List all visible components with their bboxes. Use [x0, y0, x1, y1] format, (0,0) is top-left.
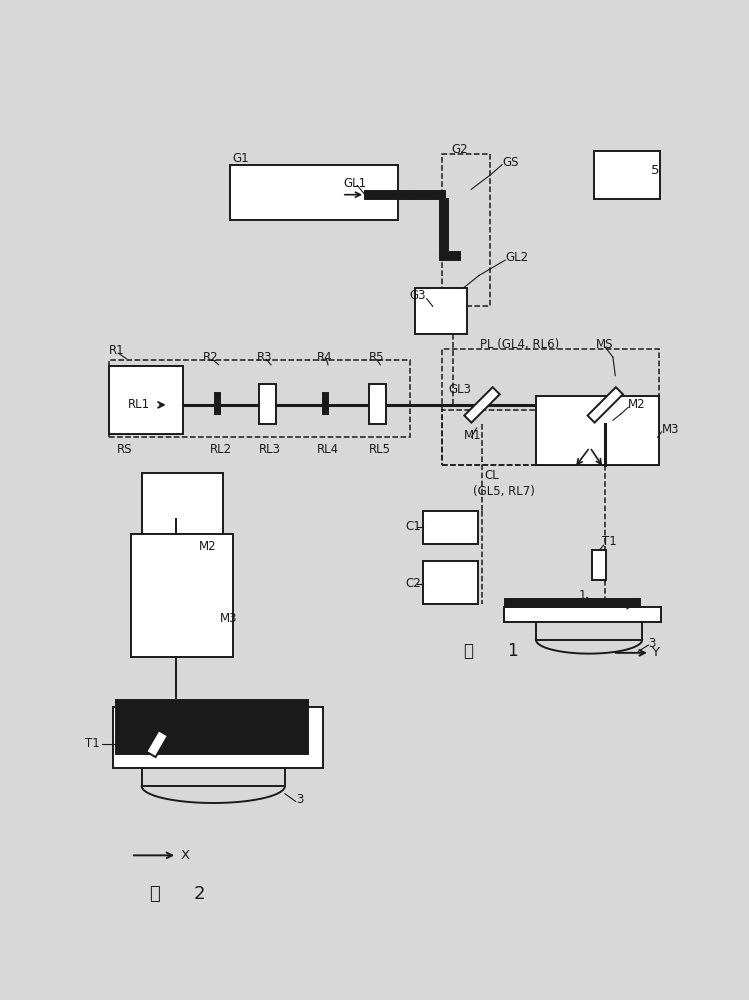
Bar [505, 599, 640, 607]
Text: 2: 2 [275, 738, 282, 751]
Text: G3: G3 [410, 289, 426, 302]
Bar [113, 707, 324, 768]
Text: 2: 2 [194, 885, 205, 903]
Text: 1: 1 [508, 642, 518, 660]
Text: T1: T1 [602, 535, 617, 548]
Text: 2: 2 [633, 597, 640, 610]
Text: GL1: GL1 [344, 177, 366, 190]
Bar [442, 154, 490, 306]
Bar [369, 384, 386, 424]
Bar [442, 349, 659, 465]
Text: M1: M1 [464, 429, 481, 442]
Text: 图: 图 [464, 642, 473, 660]
Bar [440, 252, 461, 260]
Text: T1: T1 [85, 737, 100, 750]
Text: GL3: GL3 [448, 383, 471, 396]
Text: G2: G2 [451, 143, 468, 156]
Bar [413, 191, 445, 199]
Text: R5: R5 [369, 351, 384, 364]
Text: RL4: RL4 [318, 443, 339, 456]
Text: 1: 1 [216, 733, 223, 746]
Bar [142, 473, 223, 574]
Bar [115, 700, 308, 754]
Text: 1: 1 [579, 589, 586, 602]
Bar [422, 561, 478, 604]
Text: RL5: RL5 [369, 443, 391, 456]
Bar [442, 410, 550, 465]
Bar [230, 165, 398, 220]
Bar [258, 384, 276, 424]
Text: M3: M3 [661, 423, 679, 436]
Text: RL1: RL1 [128, 398, 150, 411]
Text: 5: 5 [652, 164, 660, 177]
Bar [109, 360, 410, 437]
Text: 3: 3 [296, 793, 303, 806]
Bar [503, 607, 661, 622]
Text: X: X [181, 849, 189, 862]
Bar [536, 396, 659, 465]
Bar [365, 191, 413, 199]
Bar [595, 151, 660, 199]
Text: G1: G1 [232, 152, 249, 165]
Text: RS: RS [117, 443, 133, 456]
Bar [592, 550, 606, 580]
Bar [323, 393, 328, 414]
Text: R1: R1 [109, 344, 125, 358]
Text: R2: R2 [203, 351, 219, 364]
Text: RL3: RL3 [258, 443, 281, 456]
Bar [415, 288, 467, 334]
Bar [146, 730, 168, 757]
Text: C1: C1 [405, 520, 421, 533]
Text: 3: 3 [649, 637, 655, 650]
Bar [131, 534, 234, 657]
Text: R3: R3 [257, 351, 273, 364]
Text: M2: M2 [628, 398, 646, 411]
Text: GL2: GL2 [505, 251, 528, 264]
Bar [422, 511, 478, 544]
Text: M2: M2 [198, 540, 216, 553]
Bar [440, 199, 448, 260]
Bar [215, 393, 220, 414]
Text: (GL5, RL7): (GL5, RL7) [473, 485, 535, 498]
Text: C2: C2 [405, 577, 421, 590]
Text: Y: Y [652, 646, 659, 659]
Text: CL: CL [485, 469, 499, 482]
Text: GS: GS [502, 156, 518, 169]
Text: MS: MS [596, 338, 613, 351]
Text: PL (GL4, RL6): PL (GL4, RL6) [481, 338, 560, 351]
Text: RL2: RL2 [210, 443, 231, 456]
Text: R4: R4 [318, 351, 333, 364]
Bar [109, 366, 183, 434]
Bar [587, 387, 623, 423]
Bar [464, 387, 500, 423]
Text: M3: M3 [219, 612, 237, 625]
Text: 图: 图 [149, 885, 160, 903]
